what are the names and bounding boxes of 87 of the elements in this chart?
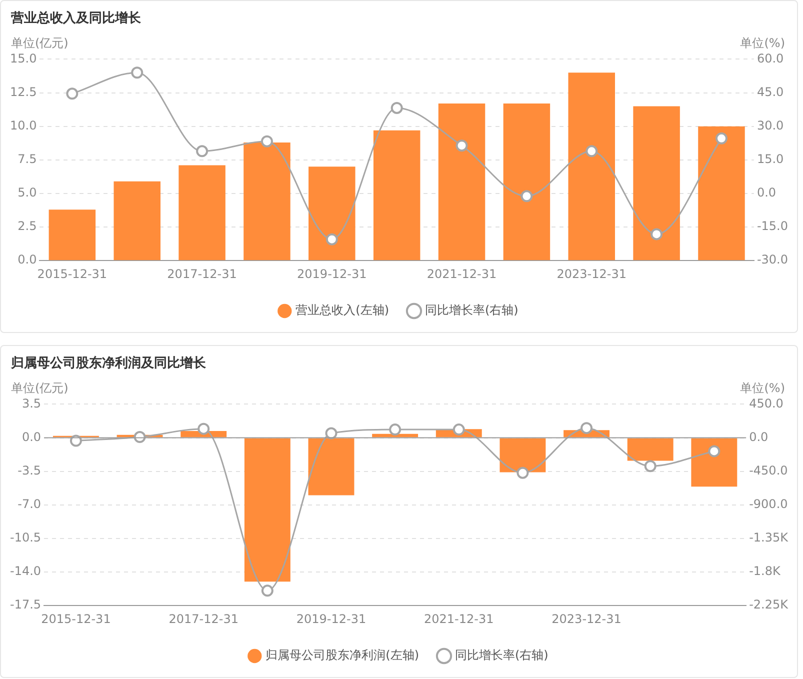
y-tick-label: 10.0 (10, 118, 37, 132)
bar (633, 106, 680, 260)
point (650, 228, 663, 240)
y-tick-label: 5.0 (18, 186, 37, 200)
point (456, 140, 468, 152)
bar (438, 104, 486, 260)
point (261, 584, 274, 597)
point (520, 190, 533, 202)
chart-title: 归属母公司股东净利润及同比增长 (11, 354, 206, 372)
y2-tick-label: -1.35K (749, 530, 790, 545)
point (196, 145, 208, 158)
y2-tick-label: 15.0 (756, 152, 784, 166)
y-tick-label: 0.0 (18, 252, 37, 267)
point (586, 145, 598, 158)
y2-tick-label: 450.0 (749, 396, 784, 410)
bar (627, 438, 674, 461)
point (708, 445, 720, 458)
x-tick-label: 2019-12-31 (296, 612, 366, 626)
y-tick-label: -14.0 (10, 564, 42, 578)
y2-axis-title: 单位(%) (740, 380, 785, 397)
y2-tick-label: 45.0 (756, 84, 784, 99)
bar (503, 104, 550, 260)
x-tick-label: 2015-12-31 (41, 612, 111, 626)
x-tick-label: 2023-12-31 (552, 612, 622, 626)
bar (244, 142, 290, 260)
point (389, 424, 402, 436)
bar (114, 181, 160, 260)
bar (178, 165, 226, 260)
y-tick-label: 0.0 (22, 430, 42, 444)
y2-tick-label: -900.0 (749, 497, 788, 512)
point (325, 427, 338, 440)
bar (500, 438, 546, 472)
y-tick-label: -7.0 (18, 497, 42, 512)
point (260, 135, 273, 148)
bar (372, 434, 418, 438)
x-tick-label: 2023-12-31 (556, 266, 626, 281)
y-tick-label: 2.5 (18, 219, 37, 234)
y2-axis-title: 单位(%) (740, 35, 785, 52)
legend-label: 同比增长率(右轴) (425, 303, 518, 318)
point (198, 422, 210, 435)
bar (308, 166, 356, 260)
chart-title: 营业总收入及同比增长 (11, 10, 141, 27)
bar (698, 126, 745, 260)
y2-tick-label: 0.0 (749, 430, 768, 444)
point (326, 233, 338, 246)
y-axis-title: 单位(亿元) (11, 35, 68, 52)
point (390, 102, 403, 114)
bar (308, 438, 354, 496)
y2-tick-label: 60.0 (756, 51, 784, 66)
bar (568, 72, 615, 260)
y2-tick-label: -30.0 (756, 252, 788, 267)
x-tick-label: 2017-12-31 (167, 266, 237, 281)
bar (48, 210, 96, 260)
y-axis-title: 单位(亿元) (11, 380, 68, 397)
y-tick-label: 15.0 (10, 51, 37, 66)
point (452, 424, 465, 436)
y-tick-label: 3.5 (22, 396, 42, 410)
x-tick-label: 2021-12-31 (424, 612, 494, 626)
point (516, 466, 529, 479)
point (131, 66, 144, 79)
bar (244, 438, 290, 582)
legend-label: 同比增长率(右轴) (455, 648, 548, 662)
x-tick-label: 2015-12-31 (37, 266, 108, 281)
legend-label: 归属母公司股东净利润(左轴) (266, 648, 420, 662)
y2-tick-label: 0.0 (756, 186, 776, 200)
point (70, 434, 82, 447)
y-tick-label: -3.5 (18, 463, 42, 478)
y2-tick-label: -450.0 (749, 463, 788, 478)
y-tick-label: 12.5 (10, 84, 37, 99)
y-tick-label: -10.5 (10, 530, 42, 545)
y-tick-label: -17.5 (10, 598, 42, 612)
point (134, 431, 146, 444)
bar (691, 438, 738, 487)
point (66, 88, 78, 100)
point (580, 422, 593, 434)
y2-tick-label: -1.8K (749, 564, 782, 578)
legend-label: 营业总收入(左轴) (296, 303, 390, 318)
x-tick-label: 2021-12-31 (426, 266, 497, 281)
point (715, 132, 728, 144)
point (644, 460, 656, 472)
bar (373, 130, 420, 260)
x-tick-label: 2019-12-31 (297, 266, 367, 281)
x-tick-label: 2017-12-31 (168, 612, 238, 626)
y-tick-label: 7.5 (18, 152, 37, 166)
y2-tick-label: 30.0 (756, 118, 784, 132)
y2-tick-label: -2.25K (749, 598, 790, 612)
y2-tick-label: -15.0 (756, 219, 788, 234)
